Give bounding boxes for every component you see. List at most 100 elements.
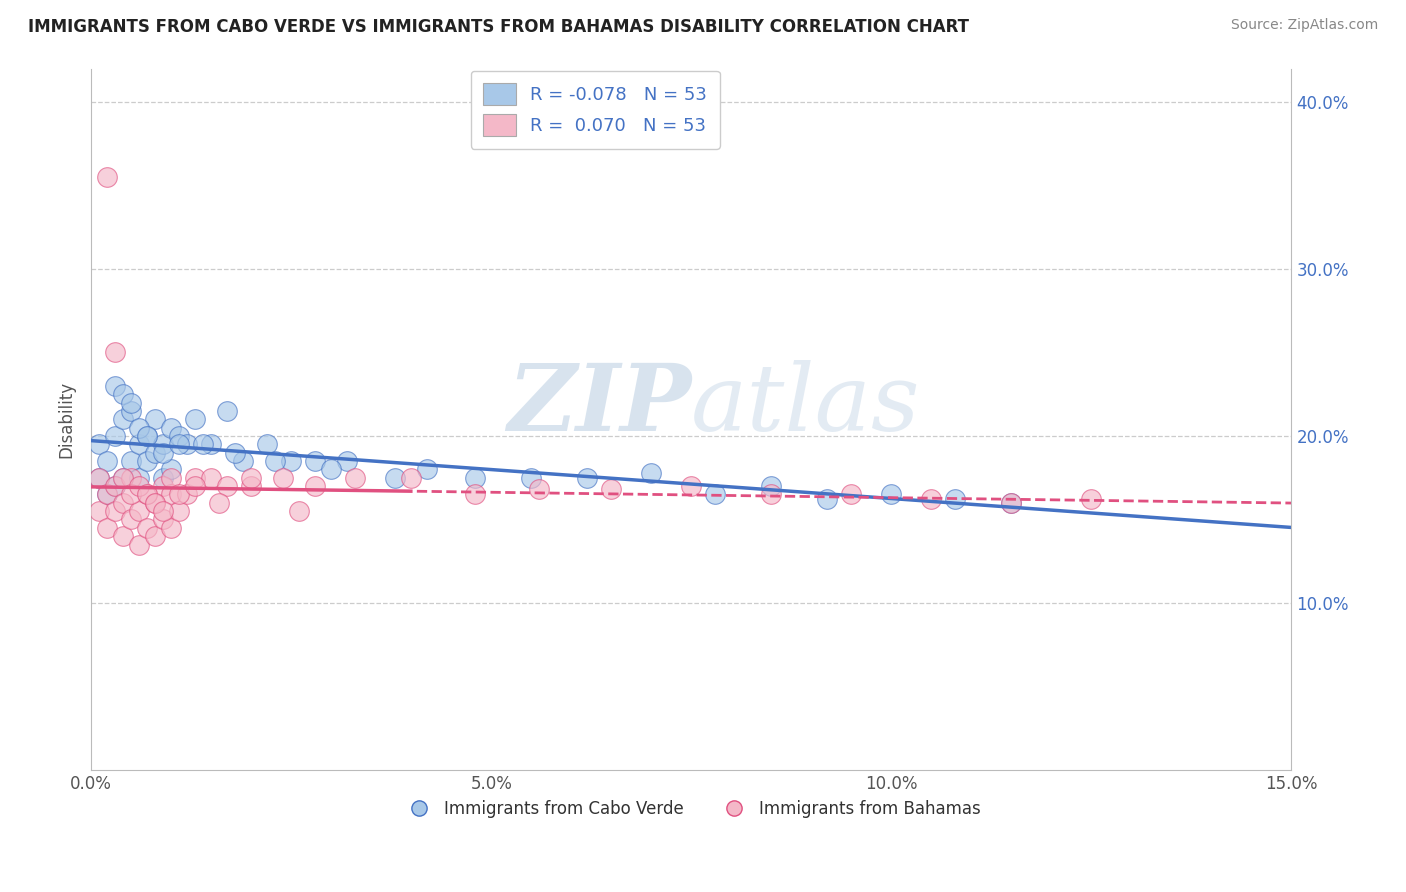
Point — [89, 437, 111, 451]
Point — [193, 437, 215, 451]
Y-axis label: Disability: Disability — [58, 381, 75, 458]
Point — [681, 479, 703, 493]
Point — [143, 496, 166, 510]
Point — [176, 437, 198, 451]
Point — [264, 454, 287, 468]
Point — [1080, 492, 1102, 507]
Point — [104, 429, 127, 443]
Point — [240, 471, 263, 485]
Point — [167, 487, 190, 501]
Point — [208, 496, 231, 510]
Point — [143, 529, 166, 543]
Point — [152, 437, 174, 451]
Point — [1000, 496, 1022, 510]
Point — [128, 537, 150, 551]
Point — [143, 496, 166, 510]
Point — [384, 471, 406, 485]
Point — [104, 479, 127, 493]
Point — [104, 379, 127, 393]
Point — [112, 471, 135, 485]
Point — [529, 483, 551, 497]
Point — [96, 454, 118, 468]
Legend: Immigrants from Cabo Verde, Immigrants from Bahamas: Immigrants from Cabo Verde, Immigrants f… — [395, 794, 987, 825]
Point — [240, 479, 263, 493]
Point — [112, 529, 135, 543]
Point — [120, 395, 142, 409]
Point — [136, 429, 159, 443]
Point — [344, 471, 367, 485]
Point — [120, 471, 142, 485]
Point — [112, 387, 135, 401]
Point — [167, 429, 190, 443]
Point — [96, 487, 118, 501]
Point — [464, 471, 486, 485]
Point — [464, 487, 486, 501]
Point — [200, 437, 222, 451]
Point — [128, 437, 150, 451]
Point — [761, 487, 783, 501]
Point — [176, 487, 198, 501]
Point — [232, 454, 254, 468]
Point — [136, 487, 159, 501]
Point — [943, 492, 966, 507]
Point — [112, 471, 135, 485]
Point — [96, 521, 118, 535]
Point — [89, 504, 111, 518]
Point — [271, 471, 294, 485]
Point — [96, 487, 118, 501]
Text: atlas: atlas — [692, 360, 921, 450]
Point — [200, 471, 222, 485]
Text: IMMIGRANTS FROM CABO VERDE VS IMMIGRANTS FROM BAHAMAS DISABILITY CORRELATION CHA: IMMIGRANTS FROM CABO VERDE VS IMMIGRANTS… — [28, 18, 969, 36]
Point — [321, 462, 343, 476]
Point — [399, 471, 422, 485]
Text: Source: ZipAtlas.com: Source: ZipAtlas.com — [1230, 18, 1378, 32]
Point — [160, 487, 183, 501]
Point — [96, 170, 118, 185]
Point — [184, 471, 207, 485]
Point — [152, 504, 174, 518]
Point — [152, 512, 174, 526]
Point — [761, 479, 783, 493]
Point — [104, 479, 127, 493]
Point — [120, 454, 142, 468]
Point — [217, 404, 239, 418]
Point — [128, 479, 150, 493]
Point — [184, 412, 207, 426]
Point — [280, 454, 302, 468]
Point — [304, 454, 326, 468]
Point — [704, 487, 727, 501]
Point — [143, 445, 166, 459]
Point — [304, 479, 326, 493]
Point — [136, 454, 159, 468]
Point — [576, 471, 599, 485]
Point — [120, 512, 142, 526]
Point — [336, 454, 359, 468]
Point — [167, 504, 190, 518]
Point — [600, 483, 623, 497]
Point — [160, 471, 183, 485]
Point — [120, 404, 142, 418]
Point — [143, 412, 166, 426]
Point — [184, 479, 207, 493]
Point — [104, 345, 127, 359]
Point — [920, 492, 942, 507]
Point — [152, 445, 174, 459]
Point — [104, 504, 127, 518]
Point — [89, 471, 111, 485]
Point — [136, 521, 159, 535]
Point — [136, 487, 159, 501]
Point — [89, 471, 111, 485]
Point — [160, 521, 183, 535]
Point — [160, 462, 183, 476]
Point — [880, 487, 903, 501]
Point — [128, 420, 150, 434]
Point — [416, 462, 439, 476]
Point — [152, 479, 174, 493]
Text: ZIP: ZIP — [508, 360, 692, 450]
Point — [152, 471, 174, 485]
Point — [160, 420, 183, 434]
Point — [136, 429, 159, 443]
Point — [128, 471, 150, 485]
Point — [128, 504, 150, 518]
Point — [288, 504, 311, 518]
